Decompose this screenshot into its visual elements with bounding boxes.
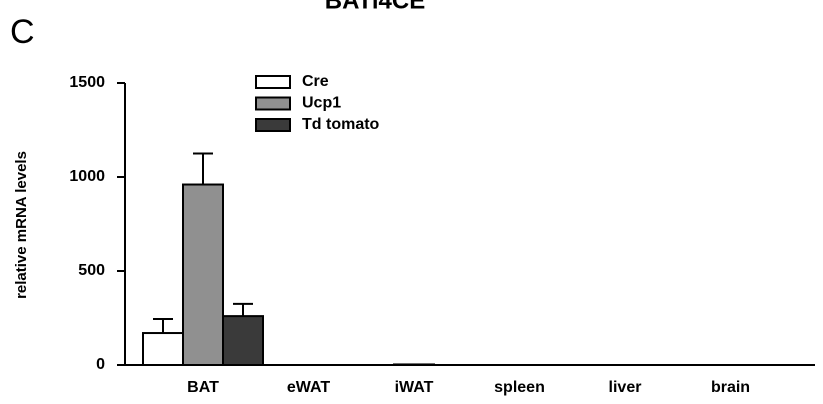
- legend-label: Cre: [302, 73, 329, 90]
- bar: [182, 183, 224, 366]
- bar: [393, 363, 435, 367]
- bar: [222, 315, 264, 366]
- legend-swatch: [255, 96, 291, 111]
- legend-swatch: [255, 118, 291, 132]
- legend-swatch: [255, 75, 291, 89]
- x-tick-label: iWAT: [395, 379, 434, 396]
- x-tick-label: BAT: [187, 379, 219, 396]
- x-tick-label: brain: [711, 379, 750, 396]
- y-tick-label: 500: [78, 262, 105, 279]
- error-bar: [153, 317, 173, 334]
- y-axis-label: relative mRNA levels: [13, 151, 30, 299]
- legend-label: Td tomato: [302, 116, 380, 133]
- error-bar: [233, 302, 253, 317]
- y-tick-label: 0: [96, 356, 105, 373]
- error-bar: [193, 152, 213, 185]
- y-tick-label: 1500: [69, 74, 105, 91]
- chart-title: BATi4CE: [325, 0, 425, 14]
- x-tick-label: liver: [609, 379, 642, 396]
- x-tick-label: eWAT: [287, 379, 330, 396]
- bar: [142, 332, 184, 367]
- x-tick-label: spleen: [494, 379, 545, 396]
- y-tick-label: 1000: [69, 168, 105, 185]
- panel-label: C: [10, 13, 35, 51]
- legend-label: Ucp1: [302, 95, 341, 112]
